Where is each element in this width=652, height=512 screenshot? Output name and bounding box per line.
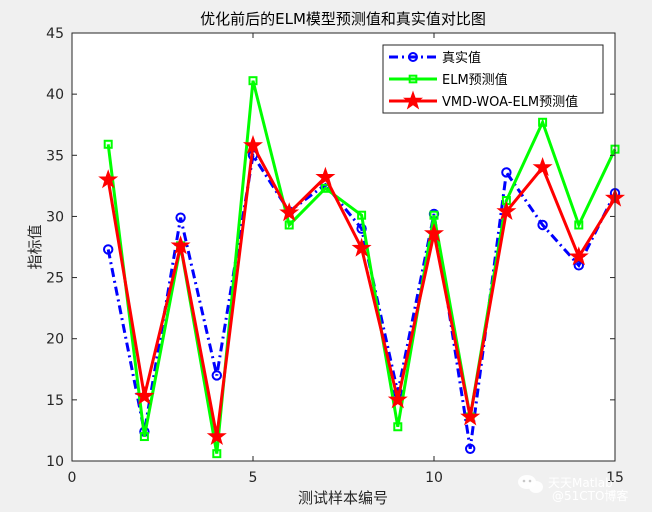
watermark-line1: 天天Matlab [548, 476, 613, 490]
axes-layer: 0 5 10 15 10 15 20 25 30 35 40 45 [46, 26, 624, 486]
data-point [103, 139, 113, 149]
x-tick-label: 15 [606, 470, 624, 486]
data-point [103, 244, 114, 255]
data-point [98, 169, 119, 189]
data-point [206, 426, 227, 446]
data-point [279, 202, 300, 222]
data-point [357, 210, 367, 220]
y-tick-label: 15 [46, 393, 64, 409]
plot-frame [71, 32, 616, 462]
series-layer [98, 76, 626, 459]
data-point [284, 220, 294, 230]
legend-marker [408, 74, 418, 84]
data-point [356, 223, 367, 234]
y-tick-label: 30 [46, 209, 64, 225]
watermark-line2: @51CTO博客 [552, 488, 628, 503]
data-point [568, 246, 589, 266]
legend-label: ELM预测值 [442, 72, 508, 88]
data-point [573, 260, 584, 271]
y-tick-label: 35 [46, 148, 64, 164]
data-point [574, 220, 584, 230]
legend-marker [402, 90, 424, 110]
y-tick-label: 10 [46, 454, 64, 470]
chart-title: 优化前后的ELM模型预测值和真实值对比图 [200, 10, 486, 28]
data-point [212, 449, 222, 459]
legend: 真实值 ELM预测值 VMD-WOA-ELM预测值 [382, 44, 604, 114]
data-point [465, 443, 476, 454]
y-tick-label: 40 [46, 87, 64, 103]
data-point [393, 422, 403, 432]
legend-marker [408, 52, 418, 62]
data-point [315, 166, 336, 186]
data-point [496, 201, 517, 221]
data-point [175, 212, 186, 223]
legend-label: 真实值 [442, 50, 481, 66]
x-tick-label: 0 [68, 470, 77, 486]
data-point [429, 210, 439, 220]
data-point [242, 134, 264, 155]
wechat-logo-icon [518, 475, 543, 493]
data-point [537, 219, 548, 231]
y-tick-label: 20 [46, 332, 64, 348]
data-point [387, 389, 408, 409]
data-point [351, 237, 372, 257]
y-tick-label: 25 [46, 271, 64, 287]
data-point [248, 76, 258, 86]
data-point [320, 183, 330, 193]
x-tick-label: 5 [249, 470, 258, 486]
data-point [423, 223, 445, 243]
data-point [134, 385, 155, 405]
y-axis-title: 指标值 [26, 224, 44, 269]
data-point [170, 235, 191, 255]
x-tick-label: 10 [425, 470, 443, 486]
legend-items: 真实值 ELM预测值 VMD-WOA-ELM预测值 [389, 50, 578, 110]
watermark: 天天Matlab @51CTO博客 [518, 475, 628, 503]
series-line [106, 151, 617, 449]
legend-label: VMD-WOA-ELM预测值 [442, 94, 578, 110]
data-point [538, 117, 548, 127]
x-axis-title: 测试样本编号 [298, 489, 388, 507]
data-point [139, 432, 149, 442]
y-tick-label: 45 [46, 26, 64, 42]
data-point [501, 167, 512, 178]
data-point [460, 406, 481, 426]
data-point [532, 156, 553, 177]
data-point [211, 370, 223, 381]
